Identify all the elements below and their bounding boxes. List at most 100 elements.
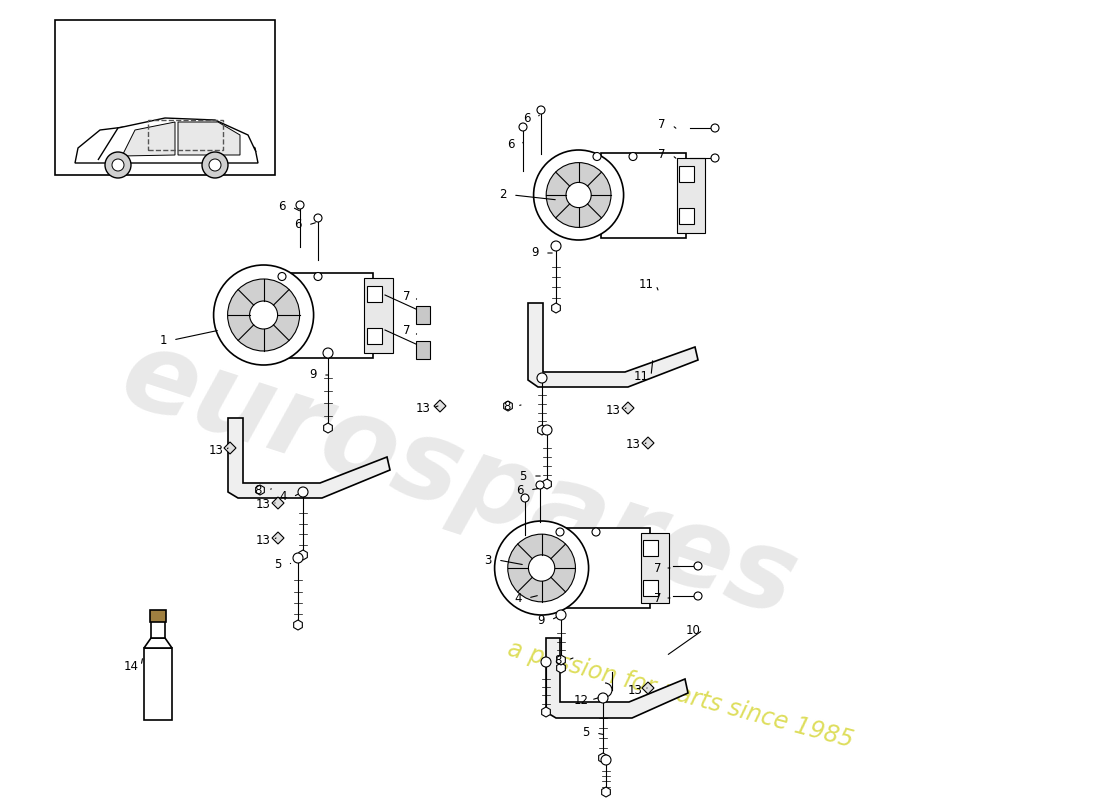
Polygon shape [642,682,654,694]
Circle shape [694,562,702,570]
Text: 1: 1 [160,334,167,346]
Polygon shape [178,122,240,155]
Text: 13: 13 [255,498,271,511]
Circle shape [323,348,333,358]
Bar [640,533,669,603]
Bar [366,286,382,302]
Polygon shape [528,303,698,387]
Text: 13: 13 [209,445,223,458]
Bar [150,610,166,622]
Bar [676,158,705,233]
Text: 12: 12 [573,694,588,706]
Text: 13: 13 [255,534,271,546]
Bar [679,166,694,182]
Circle shape [298,487,308,497]
Bar [364,278,393,353]
Text: 5: 5 [519,470,527,482]
Circle shape [537,373,547,383]
Text: 13: 13 [416,402,430,414]
Bar [679,208,694,224]
Text: 5: 5 [274,558,282,571]
Polygon shape [98,118,256,160]
Text: 8: 8 [504,399,510,413]
Bar [151,618,165,638]
Polygon shape [299,550,307,560]
Text: 8: 8 [254,483,262,497]
Circle shape [278,273,286,281]
Circle shape [547,162,611,227]
Polygon shape [255,485,264,495]
Circle shape [296,201,304,209]
Polygon shape [642,437,654,449]
Polygon shape [144,638,172,648]
Bar [644,540,658,556]
Bar [416,306,430,324]
Polygon shape [542,479,551,489]
Circle shape [495,521,588,615]
Circle shape [593,153,601,161]
Bar [644,580,658,596]
Circle shape [519,123,527,131]
Polygon shape [621,402,634,414]
Circle shape [213,265,314,365]
Circle shape [202,152,228,178]
Circle shape [542,425,552,435]
Text: 6: 6 [295,218,301,231]
Circle shape [629,153,637,161]
Circle shape [601,755,610,765]
Circle shape [250,301,277,329]
Circle shape [541,657,551,667]
Text: 4: 4 [279,490,287,503]
Polygon shape [294,620,302,630]
Bar [601,153,685,238]
Polygon shape [557,663,565,673]
Text: 5: 5 [582,726,590,739]
Circle shape [314,273,322,281]
Text: 7: 7 [658,118,666,131]
Text: 9: 9 [531,246,539,259]
Polygon shape [75,122,258,163]
Bar [148,120,223,150]
Text: 8: 8 [554,654,562,666]
Bar [565,528,650,608]
Circle shape [521,494,529,502]
Circle shape [566,182,591,208]
Circle shape [694,592,702,600]
Bar [55,20,275,175]
Text: 7: 7 [404,325,410,338]
Bar [416,341,430,359]
Text: eurospares: eurospares [109,321,811,639]
Polygon shape [228,418,390,498]
Polygon shape [541,707,550,717]
Text: 7: 7 [404,290,410,302]
Bar [366,328,382,344]
Text: 3: 3 [484,554,492,566]
Text: 4: 4 [515,591,521,605]
Text: 6: 6 [278,201,286,214]
Circle shape [556,528,564,536]
Polygon shape [434,400,446,412]
Circle shape [528,555,554,581]
Circle shape [536,481,544,489]
Circle shape [711,124,719,132]
Text: 6: 6 [524,111,530,125]
Text: a passion for parts since 1985: a passion for parts since 1985 [505,638,856,753]
Circle shape [314,214,322,222]
Circle shape [537,106,544,114]
Bar [144,648,172,720]
Circle shape [534,150,624,240]
Polygon shape [224,442,236,454]
Text: 6: 6 [516,483,524,497]
Circle shape [293,553,303,563]
Text: 7: 7 [658,149,666,162]
Text: 9: 9 [537,614,544,626]
Text: 6: 6 [507,138,515,151]
Text: 10: 10 [685,623,701,637]
Circle shape [711,154,719,162]
Circle shape [551,241,561,251]
Text: 14: 14 [123,659,139,673]
Polygon shape [538,425,547,435]
Polygon shape [504,401,513,411]
Polygon shape [598,753,607,763]
Circle shape [556,610,566,620]
